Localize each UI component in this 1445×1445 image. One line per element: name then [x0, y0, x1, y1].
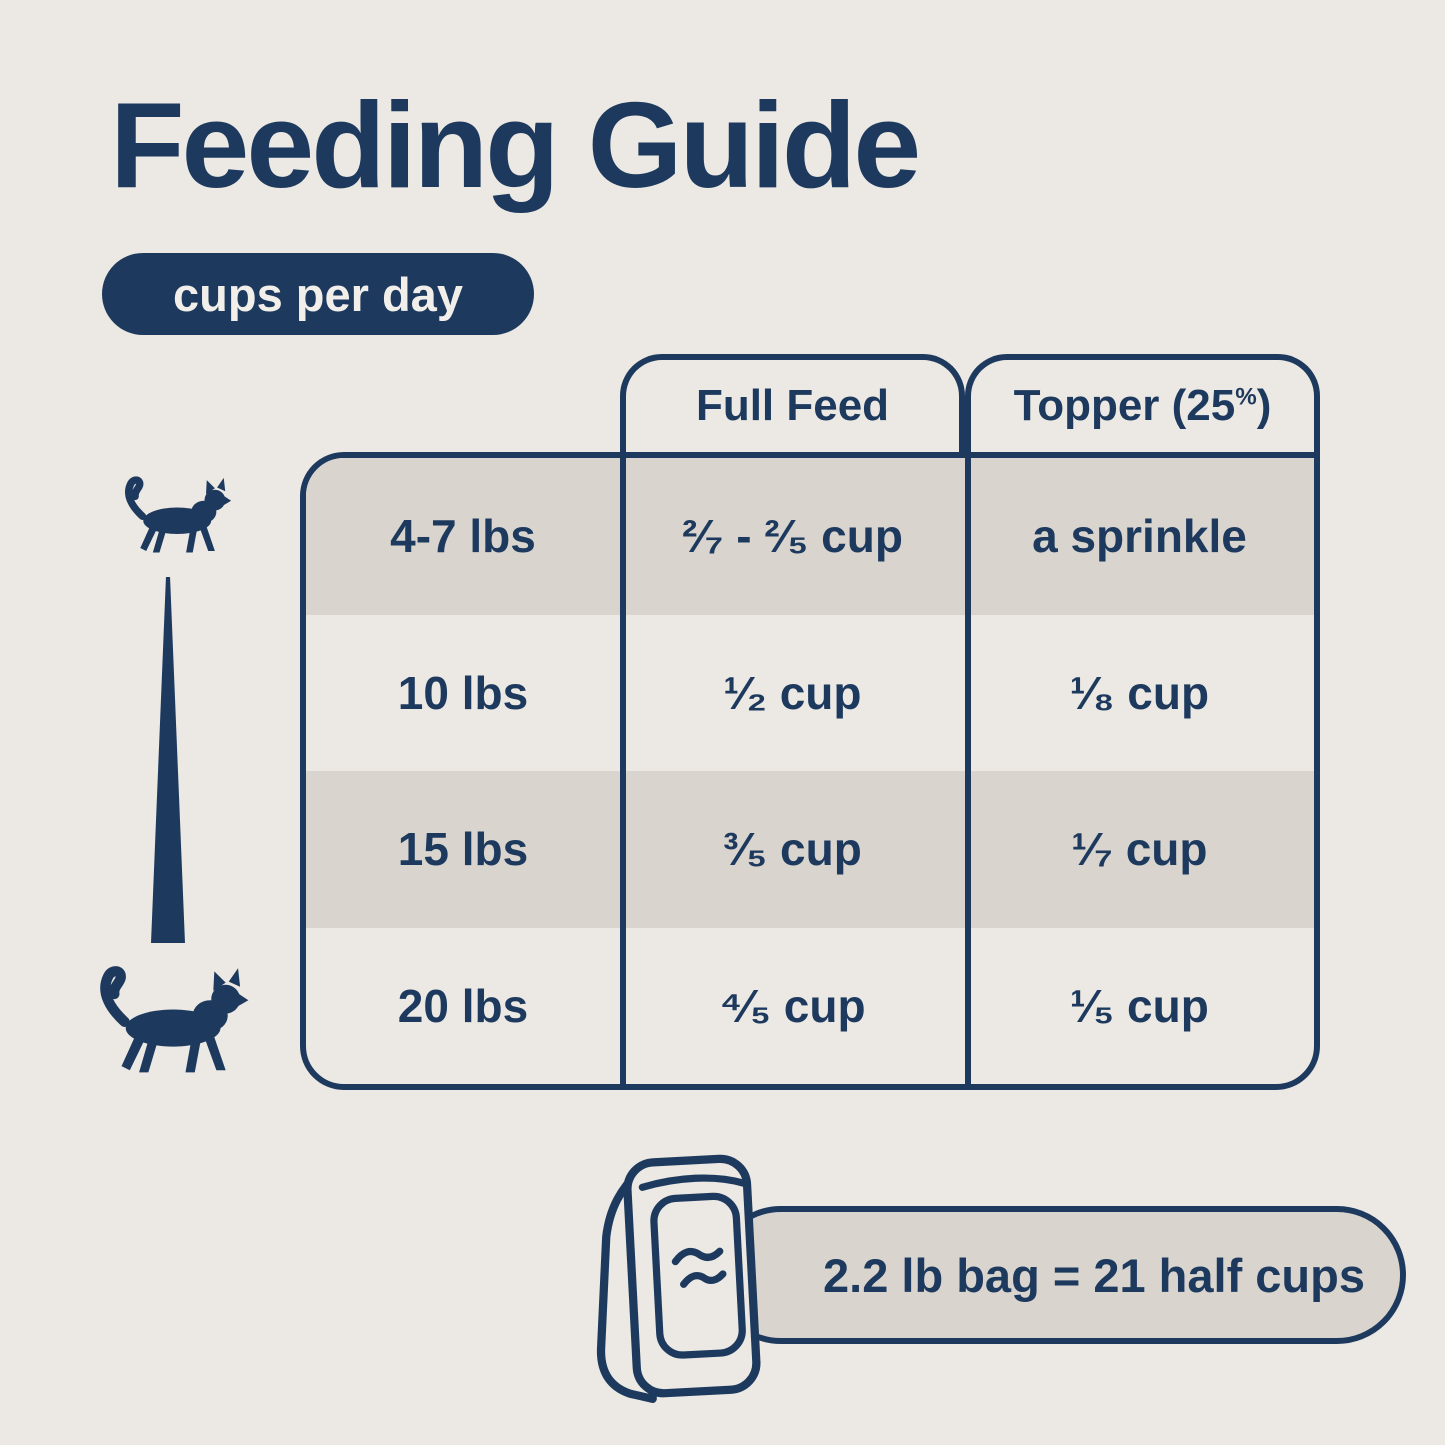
table-row: 4-7 lbs ²⁄₇ - ²⁄₅ cup a sprinkle [306, 458, 1314, 615]
bag-note-text: 2.2 lb bag = 21 half cups [823, 1248, 1365, 1302]
column-header-full-feed: Full Feed [620, 354, 965, 452]
topper-cell: a sprinkle [1032, 510, 1247, 563]
topper-cell: ¹⁄₅ cup [1070, 979, 1209, 1032]
table-row: 20 lbs ⁴⁄₅ cup ¹⁄₅ cup [306, 928, 1314, 1085]
full-feed-cell: ²⁄₇ - ²⁄₅ cup [682, 510, 903, 563]
small-cat-silhouette-icon [125, 476, 232, 553]
cups-per-day-label: cups per day [173, 267, 463, 321]
weight-cell: 15 lbs [397, 823, 529, 876]
percent-superscript: % [1235, 383, 1257, 411]
column-header-topper: Topper (25%) [965, 354, 1320, 452]
large-cat-silhouette-icon [100, 966, 249, 1073]
topper-label: Topper (25%) [1013, 381, 1272, 430]
weight-cell: 4-7 lbs [390, 510, 536, 563]
table-row: 10 lbs ¹⁄₂ cup ¹⁄₈ cup [306, 615, 1314, 772]
full-feed-cell: ⁴⁄₅ cup [719, 979, 866, 1032]
size-scale-taper [151, 577, 185, 943]
topper-cell: ¹⁄₇ cup [1071, 823, 1208, 876]
page-title: Feeding Guide [110, 77, 921, 213]
table-row: 15 lbs ³⁄₅ cup ¹⁄₇ cup [306, 771, 1314, 928]
topper-cell: ¹⁄₈ cup [1069, 666, 1210, 719]
bag-note-pill: 2.2 lb bag = 21 half cups [712, 1206, 1406, 1344]
cups-per-day-badge: cups per day [102, 253, 534, 335]
feeding-table: 4-7 lbs ²⁄₇ - ²⁄₅ cup a sprinkle 10 lbs … [300, 452, 1320, 1090]
full-feed-cell: ¹⁄₂ cup [723, 666, 862, 719]
full-feed-cell: ³⁄₅ cup [723, 823, 862, 876]
column-divider [965, 458, 971, 1084]
full-feed-label: Full Feed [695, 381, 890, 430]
weight-cell: 10 lbs [397, 666, 529, 719]
column-divider [620, 458, 626, 1084]
weight-cell: 20 lbs [397, 979, 529, 1032]
food-bag-icon [596, 1154, 761, 1403]
